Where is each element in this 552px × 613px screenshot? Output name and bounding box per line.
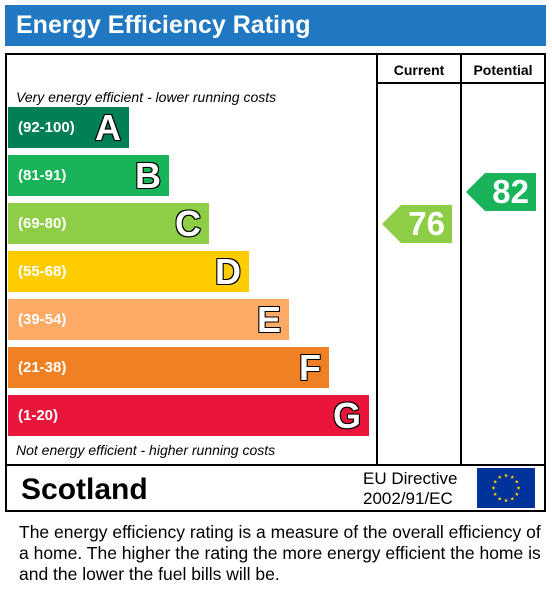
- column-divider-current: [376, 55, 378, 466]
- band-b: (81-91) B: [8, 155, 169, 196]
- current-column-header: Current: [393, 62, 445, 78]
- bottom-note: Not energy efficient - higher running co…: [16, 442, 276, 458]
- band-letter: F: [299, 347, 321, 388]
- band-range: (92-100): [18, 119, 75, 136]
- band-e: (39-54) E: [8, 299, 289, 340]
- band-d: (55-68) D: [8, 251, 249, 292]
- band-letter: C: [175, 203, 201, 244]
- band-letter: D: [215, 251, 241, 292]
- potential-rating-arrow: 82: [466, 173, 536, 211]
- rating-chart: Current Potential Very energy efficient …: [5, 53, 546, 512]
- eu-star: [516, 485, 521, 490]
- band-a: (92-100) A: [8, 107, 129, 148]
- current-rating-arrow: 76: [382, 205, 452, 243]
- eu-star: [504, 498, 508, 503]
- eu-star: [493, 492, 498, 496]
- top-note: Very energy efficient - lower running co…: [16, 89, 277, 105]
- band-f: (21-38) F: [8, 347, 329, 388]
- column-divider-potential: [460, 55, 462, 466]
- band-range: (81-91): [18, 167, 67, 184]
- potential-column-header: Potential: [473, 62, 533, 78]
- eu-star: [491, 485, 496, 490]
- eu-star: [514, 479, 519, 484]
- band-letter: G: [332, 395, 361, 436]
- band-letter: A: [95, 107, 121, 148]
- eu-star: [497, 496, 502, 501]
- eu-star: [504, 473, 508, 478]
- band-letter: B: [135, 155, 161, 196]
- eu-star: [497, 475, 502, 479]
- eu-star: [514, 492, 519, 496]
- band-letter: E: [256, 299, 281, 340]
- eu-directive-line2: 2002/91/EC: [363, 489, 453, 508]
- description-text: The energy efficiency rating is a measur…: [19, 522, 541, 584]
- country-label: Scotland: [21, 473, 148, 506]
- footer-row-divider: [7, 464, 544, 466]
- band-g: (1-20) G: [8, 395, 369, 436]
- eu-star: [510, 475, 515, 479]
- eu-star: [510, 496, 515, 501]
- band-range: (39-54): [18, 311, 67, 328]
- eu-directive-line1: EU Directive: [363, 469, 458, 488]
- column-header-divider: [376, 82, 546, 84]
- eu-star: [493, 479, 498, 484]
- band-c: (69-80) C: [8, 203, 209, 244]
- eu-flag-icon: [477, 468, 535, 508]
- page-title: Energy Efficiency Rating: [5, 5, 546, 46]
- band-range: (1-20): [18, 407, 59, 424]
- band-range: (55-68): [18, 263, 67, 280]
- band-range: (69-80): [18, 215, 67, 232]
- eu-directive: EU Directive 2002/91/EC: [363, 469, 457, 509]
- band-range: (21-38): [18, 359, 67, 376]
